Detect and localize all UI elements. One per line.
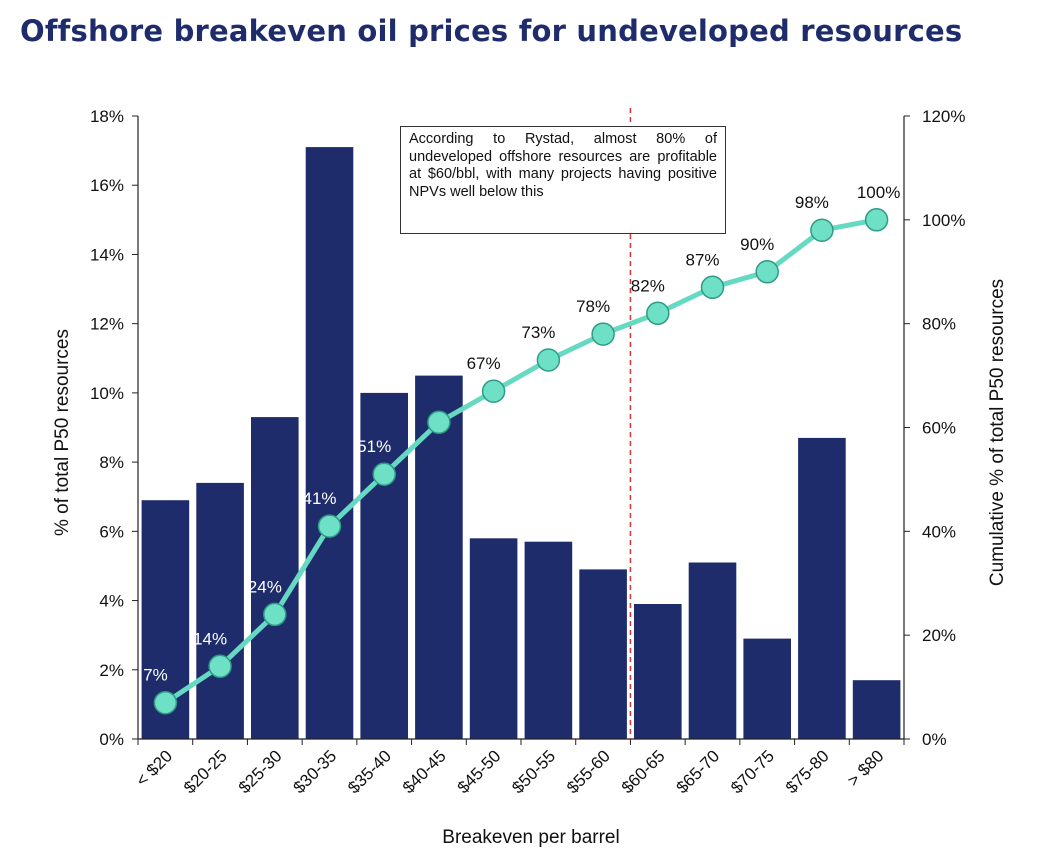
cumulative-line-layer — [153, 208, 889, 715]
cumulative-point — [317, 514, 342, 538]
annotation-note: According to Rystad, almost 80% of undev… — [400, 126, 726, 234]
y2-axis-title: Cumulative % of total P50 resources — [987, 279, 1008, 586]
bar — [634, 604, 682, 739]
cumulative-point — [372, 462, 396, 486]
line-data-label: 14% — [193, 629, 227, 648]
line-data-label: 7% — [143, 666, 168, 685]
cumulative-point — [864, 208, 889, 232]
cumulative-point — [208, 654, 232, 679]
bar — [852, 680, 901, 739]
bar — [798, 437, 846, 739]
line-data-label: 41% — [302, 489, 336, 508]
y2-tick-label: 60% — [922, 419, 956, 438]
bar — [469, 538, 518, 739]
x-axis-title: Breakeven per barrel — [442, 827, 619, 848]
y-axis-title: % of total P50 resources — [52, 329, 73, 536]
line-data-label: 98% — [795, 193, 829, 212]
y2-tick-label: 80% — [922, 315, 956, 334]
bar — [251, 417, 299, 739]
y2-tick-label: 40% — [922, 522, 956, 541]
line-data-label: 73% — [521, 323, 555, 342]
cumulative-point — [153, 690, 178, 715]
bar — [305, 147, 354, 740]
bar — [579, 569, 627, 739]
y-tick-label: 0% — [99, 730, 124, 749]
y-tick-label: 16% — [90, 176, 124, 195]
line-data-label: 51% — [357, 437, 391, 456]
x-tick-label: $40-45 — [399, 746, 450, 797]
y-tick-label: 2% — [99, 661, 124, 680]
x-tick-label: $20-25 — [180, 746, 231, 797]
y-tick-label: 6% — [99, 522, 124, 541]
x-tick-label: > $80 — [844, 746, 888, 790]
bars-layer — [141, 147, 901, 740]
x-tick-label: $55-60 — [563, 746, 614, 797]
x-tick-label: $50-55 — [508, 746, 559, 797]
bar — [743, 638, 791, 739]
x-tick-label: $35-40 — [344, 746, 395, 797]
bar — [688, 562, 737, 739]
bar — [524, 541, 573, 739]
cumulative-point — [481, 379, 506, 403]
y-tick-label: 8% — [99, 453, 124, 472]
axes-layer — [132, 115, 910, 745]
x-tick-label: $45-50 — [454, 746, 505, 797]
cumulative-point — [755, 260, 779, 284]
y-tick-label: 4% — [99, 592, 124, 611]
line-data-label: 82% — [631, 276, 665, 295]
cumulative-point — [427, 410, 451, 435]
page-title: Offshore breakeven oil prices for undeve… — [20, 14, 963, 48]
y-tick-label: 18% — [90, 107, 124, 126]
cumulative-point — [263, 602, 287, 627]
line-data-label: 24% — [248, 577, 282, 596]
cumulative-point — [646, 301, 670, 326]
cumulative-point — [700, 275, 725, 300]
y2-tick-label: 100% — [922, 211, 965, 230]
y2-tick-label: 20% — [922, 626, 956, 645]
line-data-label: 67% — [467, 354, 501, 373]
x-tick-label: $60-65 — [618, 746, 669, 797]
cumulative-point — [591, 322, 615, 346]
cumulative-point — [810, 218, 834, 242]
y-tick-label: 10% — [90, 384, 124, 403]
bar — [196, 482, 244, 739]
y-tick-label: 12% — [90, 315, 124, 334]
bar — [360, 392, 408, 739]
cumulative-point — [536, 348, 561, 372]
line-data-label: 90% — [740, 235, 774, 254]
line-data-label: 100% — [857, 183, 900, 202]
y2-tick-label: 0% — [922, 730, 947, 749]
y2-tick-label: 120% — [922, 107, 965, 126]
x-tick-label: $30-35 — [289, 746, 340, 797]
x-tick-label: $65-70 — [672, 746, 723, 797]
x-tick-label: < $20 — [132, 746, 176, 790]
y-tick-label: 14% — [90, 245, 124, 264]
x-tick-label: $70-75 — [727, 746, 778, 797]
line-data-label: 87% — [685, 250, 719, 269]
x-tick-label: $75-80 — [782, 746, 833, 797]
line-data-label: 78% — [576, 297, 610, 316]
x-tick-label: $25-30 — [235, 746, 286, 797]
